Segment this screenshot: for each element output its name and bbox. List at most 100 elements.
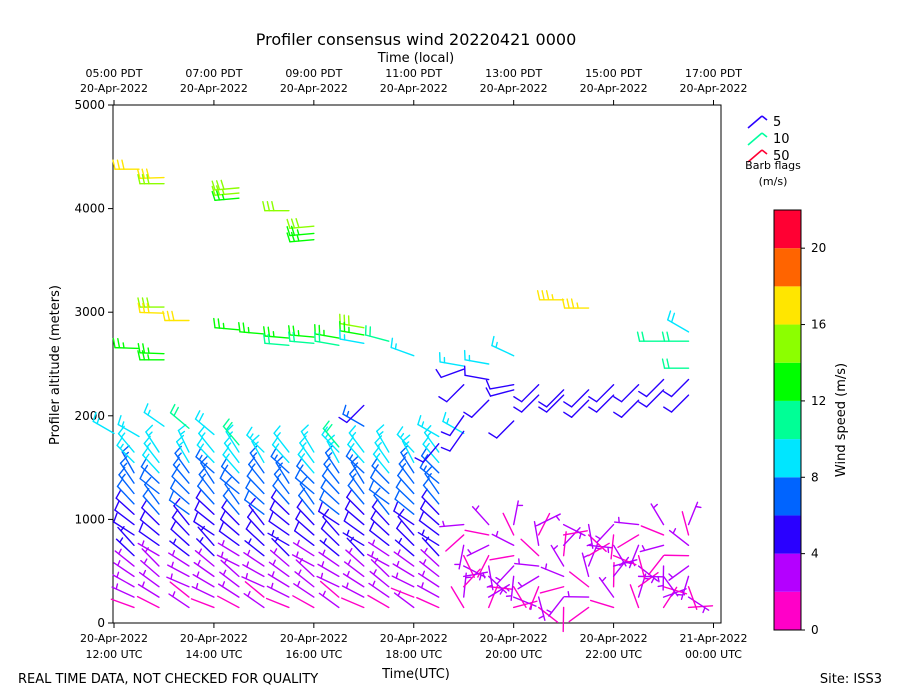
barb-full bbox=[371, 457, 378, 467]
barb-staff bbox=[368, 541, 390, 557]
barb-staff bbox=[540, 566, 565, 578]
barb-half bbox=[421, 529, 425, 536]
x-tick-date: 20-Apr-2022 bbox=[280, 632, 348, 645]
barb-staff bbox=[170, 528, 190, 546]
legend-barb-staff bbox=[747, 132, 763, 146]
barb-half bbox=[395, 572, 399, 579]
top-axis-label: Time (local) bbox=[377, 51, 454, 66]
barb-full bbox=[588, 396, 598, 403]
barb-half bbox=[467, 549, 472, 555]
barb-half bbox=[327, 452, 333, 458]
barb-full bbox=[215, 185, 221, 196]
barb-half bbox=[299, 464, 304, 471]
barb-full bbox=[292, 325, 296, 337]
barb-full bbox=[245, 520, 252, 530]
barb-full bbox=[290, 225, 296, 236]
barb-full bbox=[513, 396, 523, 403]
barb-staff bbox=[417, 572, 440, 588]
barb-half bbox=[301, 442, 307, 448]
barb-staff bbox=[417, 531, 440, 546]
barb-staff bbox=[512, 586, 527, 609]
barb-full bbox=[137, 343, 141, 354]
barb-staff bbox=[589, 599, 615, 609]
barb-half bbox=[141, 540, 145, 547]
barb-full bbox=[661, 358, 666, 369]
barb-staff bbox=[190, 598, 215, 609]
barb-staff bbox=[268, 520, 290, 536]
barb-staff bbox=[219, 518, 240, 536]
barb-staff bbox=[217, 542, 240, 557]
barb-full bbox=[117, 415, 122, 426]
barb-half bbox=[650, 577, 655, 584]
legend-barb-staff bbox=[747, 115, 763, 129]
top-tick-date: 20-Apr-2022 bbox=[679, 82, 747, 95]
barb-full bbox=[485, 379, 491, 390]
barb-staff bbox=[245, 528, 265, 546]
barb-staff bbox=[270, 496, 290, 515]
barb-full bbox=[666, 358, 670, 369]
barb-full bbox=[641, 331, 645, 342]
barb-staff bbox=[193, 520, 215, 536]
barb-staff bbox=[550, 544, 565, 567]
barb-staff bbox=[243, 592, 265, 609]
barb-half bbox=[499, 588, 504, 595]
barb-half bbox=[175, 463, 181, 469]
barb-half bbox=[276, 473, 282, 479]
barb-full bbox=[286, 226, 291, 237]
barb-staff bbox=[401, 440, 415, 464]
barb-full bbox=[296, 457, 303, 467]
barb-staff bbox=[420, 508, 440, 526]
barb-full bbox=[139, 469, 145, 480]
barb-full bbox=[435, 368, 442, 379]
barb-full bbox=[390, 337, 394, 349]
barb-full bbox=[318, 502, 323, 513]
barb-half bbox=[652, 503, 658, 509]
barb-staff bbox=[364, 334, 390, 342]
barb-full bbox=[219, 469, 226, 479]
barb-half bbox=[348, 547, 353, 554]
barb-staff bbox=[610, 534, 615, 560]
barb-staff bbox=[520, 538, 540, 557]
barb-full bbox=[246, 426, 253, 436]
barb-half bbox=[346, 410, 350, 418]
barb-half bbox=[178, 441, 184, 447]
colorbar-bin bbox=[774, 515, 801, 554]
colorbar-bin bbox=[774, 439, 801, 478]
barb-full bbox=[538, 401, 548, 408]
barb-staff bbox=[197, 485, 215, 505]
barb-half bbox=[346, 529, 350, 536]
barb-full bbox=[395, 478, 402, 488]
barb-staff bbox=[137, 542, 160, 557]
top-tick-time: 17:00 PDT bbox=[685, 67, 742, 80]
barb-half bbox=[221, 193, 225, 201]
barb-staff bbox=[537, 513, 561, 526]
barb-half bbox=[221, 581, 226, 588]
x-tick-date: 20-Apr-2022 bbox=[380, 632, 448, 645]
barb-half bbox=[348, 454, 354, 461]
barb-full bbox=[420, 447, 428, 457]
barb-full bbox=[142, 302, 146, 314]
barb-full bbox=[538, 406, 548, 413]
barb-full bbox=[141, 297, 146, 308]
barb-full bbox=[211, 180, 216, 191]
barb-full bbox=[194, 500, 200, 511]
barb-full bbox=[116, 436, 123, 447]
barb-full bbox=[262, 200, 266, 212]
barb-full bbox=[244, 490, 250, 501]
barb-full bbox=[198, 413, 204, 423]
barb-half bbox=[495, 576, 502, 581]
barb-full bbox=[401, 434, 411, 442]
barb-staff bbox=[114, 346, 140, 350]
barb-staff bbox=[645, 378, 665, 398]
barb-half bbox=[378, 431, 384, 436]
barb-half bbox=[142, 569, 147, 576]
barb-staff bbox=[596, 523, 615, 543]
barb-staff bbox=[244, 499, 265, 515]
barb-staff bbox=[393, 592, 415, 609]
barb-staff bbox=[487, 584, 499, 609]
barb-full bbox=[295, 218, 300, 229]
barb-staff bbox=[687, 586, 698, 610]
barb-half bbox=[198, 548, 203, 555]
barb-staff bbox=[650, 503, 665, 526]
barb-half bbox=[446, 418, 450, 425]
